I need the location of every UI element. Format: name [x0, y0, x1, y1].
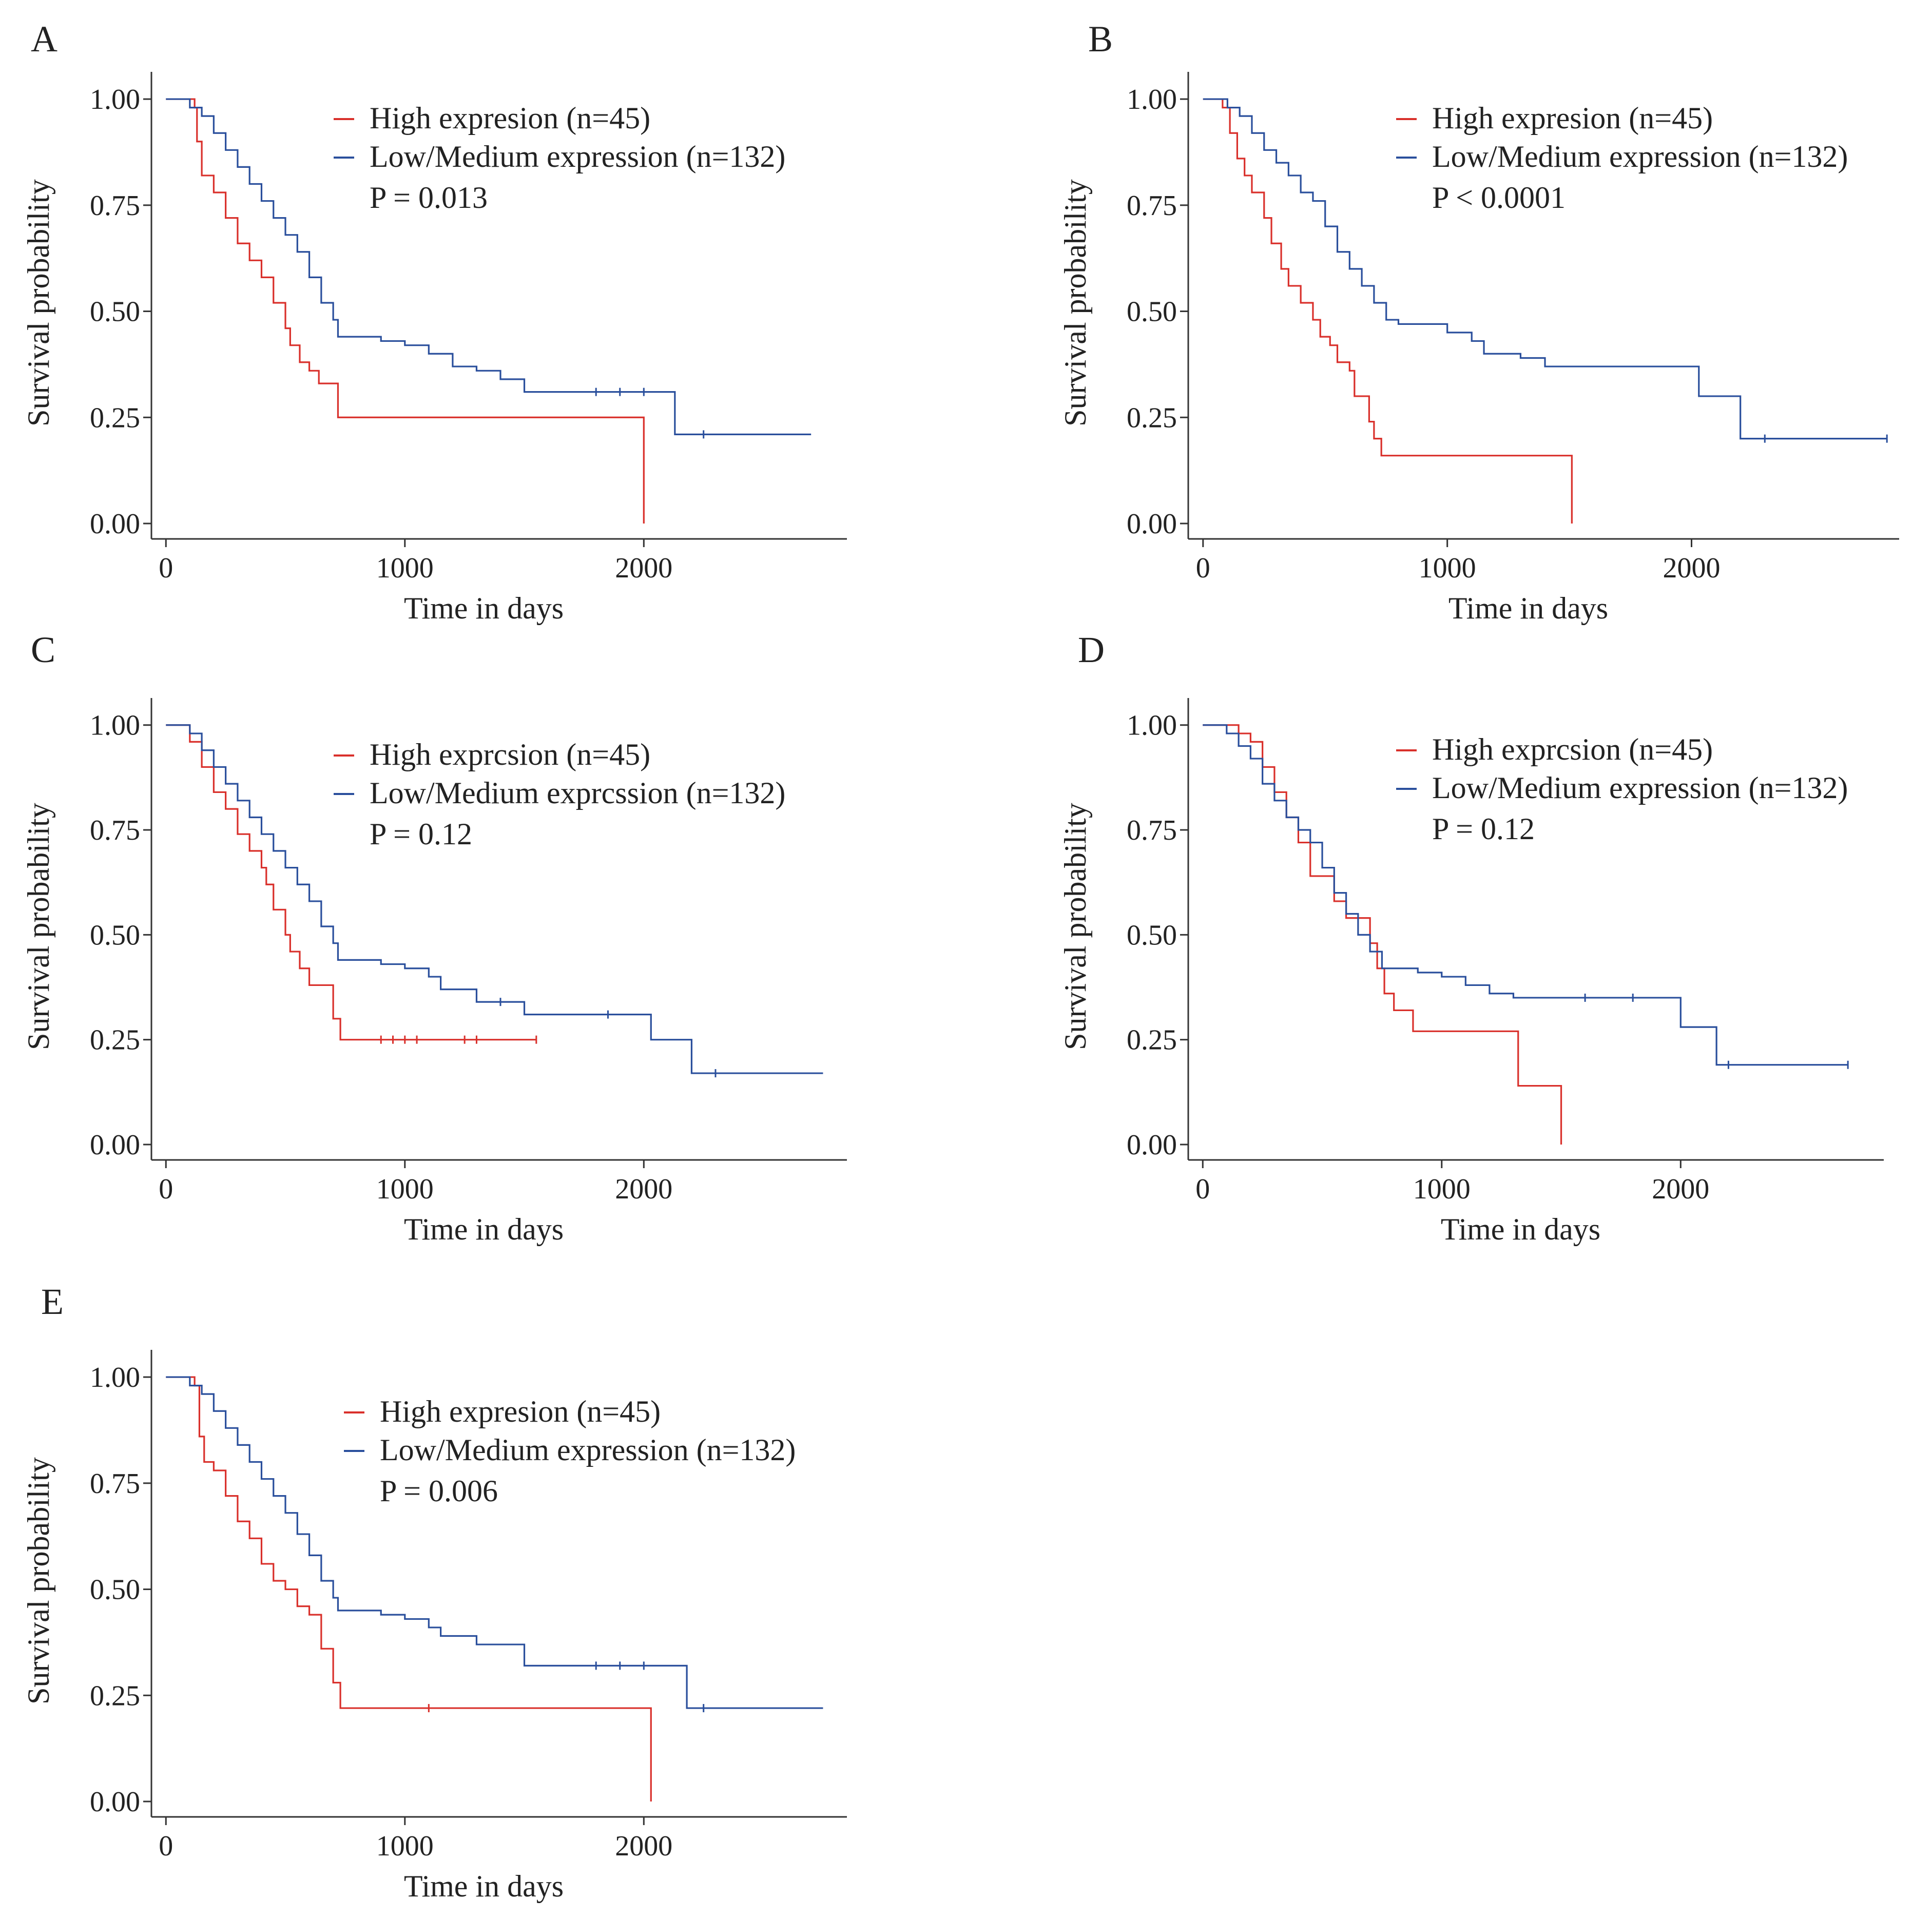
x-tick-label: 0	[1195, 1173, 1210, 1205]
y-tick-label: 0.50	[1127, 919, 1177, 951]
panel-letter: E	[41, 1281, 64, 1322]
y-tick-label: 1.00	[90, 1362, 140, 1393]
p-value: P = 0.006	[380, 1474, 498, 1508]
series-low-curve	[166, 1376, 823, 1709]
y-tick-label: 0.50	[90, 296, 140, 328]
x-axis-title: Time in days	[404, 1212, 564, 1246]
panel-a: A 0.00 0.25 0.50 0.75 1.00 0 1000 2000 Time in da…	[22, 18, 847, 625]
x-tick-label: 2000	[615, 1830, 672, 1862]
y-axis-title: Survival probability	[22, 1457, 55, 1704]
p-value: P = 0.013	[370, 181, 488, 215]
y-tick-label: 1.00	[1127, 84, 1177, 115]
x-tick-label: 1000	[376, 1173, 434, 1205]
x-tick-label: 0	[159, 1830, 173, 1862]
legend-label: Low/Medium expression (n=132)	[380, 1433, 796, 1467]
y-tick-label: 1.00	[1127, 710, 1177, 742]
p-value: P < 0.0001	[1432, 181, 1566, 215]
y-tick-label: 0.25	[90, 1680, 140, 1712]
p-value: P = 0.12	[370, 817, 472, 851]
y-axis-title: Survival probability	[1058, 803, 1092, 1050]
y-tick-label: 0.75	[90, 1468, 140, 1500]
x-tick-label: 0	[1196, 552, 1210, 584]
legend-label: High exprcsion (n=45)	[1432, 732, 1713, 766]
series-high-curve	[166, 724, 536, 1041]
y-tick-label: 0.75	[90, 190, 140, 222]
y-tick-label: 0.00	[90, 508, 140, 540]
series-high-curve	[166, 98, 645, 524]
panel-d: D 0.00 0.25 0.50 0.75 1.00 0 1000 2000 Time in da…	[1058, 629, 1884, 1246]
legend-label: High expresion (n=45)	[380, 1394, 661, 1428]
y-tick-label: 0.25	[90, 1024, 140, 1056]
y-tick-label: 0.25	[1127, 1024, 1177, 1056]
x-tick-label: 1000	[376, 1830, 434, 1862]
series-low-curve	[166, 98, 812, 435]
y-tick-label: 1.00	[90, 710, 140, 742]
y-tick-label: 0.00	[90, 1786, 140, 1818]
x-tick-label: 2000	[615, 1173, 672, 1205]
y-tick-label: 0.50	[1127, 296, 1177, 328]
y-tick-label: 0.75	[1127, 190, 1177, 222]
legend-label: Low/Medium expression (n=132)	[370, 140, 785, 173]
x-tick-label: 1000	[376, 552, 434, 584]
panel-letter: B	[1088, 18, 1113, 60]
series-high-curve	[166, 1376, 652, 1801]
legend-label: Low/Medium exprcssion (n=132)	[370, 776, 785, 810]
legend-label: High expresion (n=45)	[370, 101, 650, 135]
x-axis-title: Time in days	[1448, 591, 1608, 625]
legend-label: Low/Medium expression (n=132)	[1432, 140, 1848, 173]
panel-letter: C	[31, 629, 55, 670]
series-low-curve	[1203, 98, 1887, 440]
x-tick-label: 2000	[1652, 1173, 1709, 1205]
panel-letter: D	[1078, 629, 1105, 670]
series-low-curve	[166, 724, 823, 1074]
x-axis-title: Time in days	[404, 1869, 564, 1903]
y-axis-title: Survival probability	[1058, 179, 1092, 427]
legend-label: Low/Medium expression (n=132)	[1432, 771, 1848, 805]
y-tick-label: 0.25	[1127, 402, 1177, 434]
p-value: P = 0.12	[1432, 812, 1535, 846]
y-tick-label: 0.75	[1127, 815, 1177, 846]
y-tick-label: 0.00	[1127, 1129, 1177, 1161]
x-tick-label: 0	[159, 552, 173, 584]
panel-e: E 0.00 0.25 0.50 0.75 1.00 0 1000 2000 Time in da…	[22, 1281, 847, 1903]
series-low-curve	[1203, 724, 1848, 1066]
y-tick-label: 0.25	[90, 402, 140, 434]
y-tick-label: 0.75	[90, 815, 140, 846]
panel-letter: A	[31, 18, 57, 60]
panel-b: B 0.00 0.25 0.50 0.75 1.00 0 1000 2000 Time in da…	[1058, 18, 1899, 625]
y-tick-label: 0.00	[1127, 508, 1177, 540]
x-tick-label: 1000	[1419, 552, 1476, 584]
panel-c: C 0.00 0.25 0.50 0.75 1.00 0 1000 2000 Time in da…	[22, 629, 847, 1246]
y-tick-label: 1.00	[90, 84, 140, 115]
x-tick-label: 2000	[1663, 552, 1721, 584]
legend-label: High exprcsion (n=45)	[370, 738, 650, 771]
series-high-curve	[1203, 98, 1573, 524]
x-axis-title: Time in days	[404, 591, 564, 625]
y-axis-title: Survival probability	[22, 179, 55, 427]
legend-label: High expresion (n=45)	[1432, 101, 1713, 135]
x-tick-label: 2000	[615, 552, 672, 584]
y-tick-label: 0.00	[90, 1129, 140, 1161]
y-axis-title: Survival probability	[22, 803, 55, 1050]
x-tick-label: 0	[159, 1173, 173, 1205]
x-axis-title: Time in days	[1441, 1212, 1600, 1246]
y-tick-label: 0.50	[90, 1574, 140, 1606]
x-tick-label: 1000	[1413, 1173, 1471, 1205]
y-tick-label: 0.50	[90, 919, 140, 951]
